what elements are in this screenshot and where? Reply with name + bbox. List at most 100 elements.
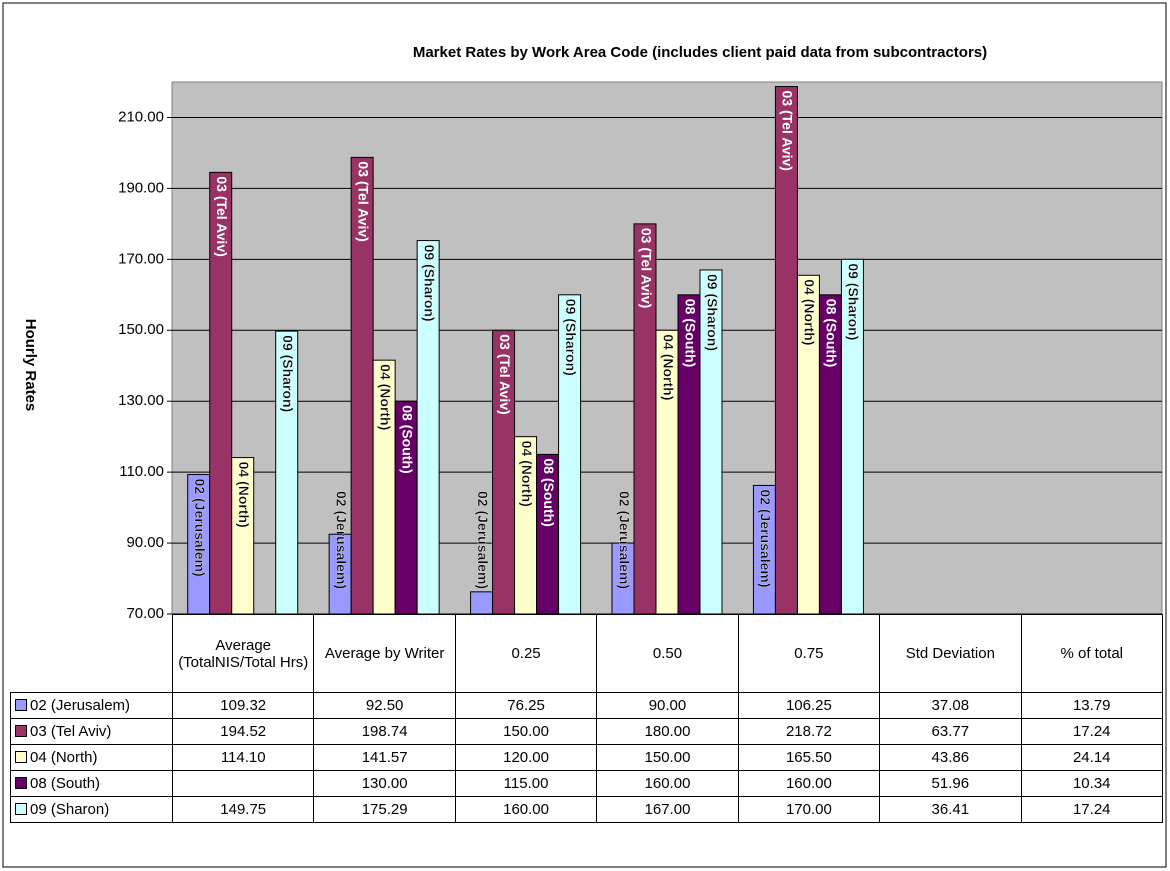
legend-key [15,725,27,737]
category-header: Average (TotalNIS/Total Hrs) [171,614,315,693]
value-cell: 218.72 [737,718,881,745]
value-cell: 76.25 [454,692,598,719]
value-cell: 106.25 [737,692,881,719]
bar [416,240,440,614]
bar-label: 04 (North) [519,441,535,507]
category-header: 0.75 [737,614,881,693]
bar [231,457,255,614]
bar [209,171,233,614]
bar-label: 08 (South) [541,458,557,526]
chart-title: Market Rates by Work Area Code (includes… [413,44,987,61]
bar-label: 02 (Jerusalem) [475,491,491,589]
value-cell: 51.96 [879,770,1022,797]
value-cell: 43.86 [879,744,1022,771]
value-cell: 150.00 [454,718,598,745]
header-row: Average (TotalNIS/Total Hrs) Average by W… [10,614,1163,693]
category-header: 0.50 [596,614,739,693]
bar-label: 03 (Tel Aviv) [214,176,230,256]
value-cell: 175.29 [313,796,456,823]
series-row: 09 (Sharon) 149.75 175.29 160.00 167.00 170.0… [10,796,1163,823]
value-cell: 150.00 [596,744,739,771]
y-tick-label: 210.00 [118,108,164,125]
y-tick-label: 150.00 [118,321,164,338]
value-cell: 130.00 [313,770,456,797]
bar-label: 02 (Jerusalem) [616,491,632,589]
bar-label: 08 (South) [824,299,840,367]
value-cell: 90.00 [596,692,739,719]
bar-label: 02 (Jerusalem) [333,491,349,589]
series-row: 04 (North) 114.10 141.57 120.00 150.00 165.50… [10,744,1163,771]
bar-label: 03 (Tel Aviv) [355,161,371,241]
value-cell: 114.10 [171,744,315,771]
series-name-cell: 02 (Jerusalem) [10,692,173,719]
category-header: 0.25 [454,614,598,693]
value-cell: 160.00 [596,770,739,797]
legend-label: 02 (Jerusalem) [30,697,131,714]
value-cell: 165.50 [737,744,881,771]
data-table: Average (TotalNIS/Total Hrs) Average by W… [10,614,1163,823]
series-name-cell: 04 (North) [10,744,173,771]
bars [187,86,1147,614]
series-name-cell: 08 (South) [10,770,173,797]
bar-label: 09 (Sharon) [563,299,579,376]
y-tick-label: 190.00 [118,179,164,196]
y-tick-label: 110.00 [119,463,164,480]
bar [699,269,723,614]
corner-cell [10,614,173,693]
bar-label: 04 (North) [377,364,393,430]
value-cell: 167.00 [596,796,739,823]
bar-label: 09 (Sharon) [846,263,862,340]
bar [558,294,582,614]
bar [470,591,494,614]
bar-label: 02 (Jerusalem) [192,479,208,577]
value-cell: 194.52 [171,718,315,745]
value-cell: 115.00 [454,770,598,797]
bar-label: 02 (Jerusalem) [758,489,774,587]
value-cell: 109.32 [171,692,315,719]
bar-label: 08 (South) [399,405,415,473]
legend-label: 09 (Sharon) [30,801,110,818]
bar-label: 03 (Tel Aviv) [638,228,654,308]
legend-key [15,803,27,815]
value-cell: 37.08 [879,692,1022,719]
value-cell: 13.79 [1020,692,1163,719]
value-cell [171,770,315,797]
bar [840,258,864,614]
bar-label: 04 (North) [660,334,676,400]
bar-label: 03 (Tel Aviv) [497,334,513,414]
value-cell: 24.14 [1020,744,1163,771]
series-name-cell: 03 (Tel Aviv) [10,718,173,745]
bar-label: 08 (South) [682,299,698,367]
value-cell: 17.24 [1020,796,1163,823]
bar-label: 03 (Tel Aviv) [780,91,796,171]
value-cell: 160.00 [454,796,598,823]
category-header: Average by Writer [313,614,456,693]
bar-labels: 02 (Jerusalem) 02 (Jerusalem) 02 (Jerusale… [192,91,862,590]
value-cell: 198.74 [313,718,456,745]
category-header: % of total [1020,614,1163,693]
legend-key [15,699,27,711]
legend-label: 08 (South) [30,775,101,792]
y-tick-label: 130.00 [118,392,164,409]
legend-label: 04 (North) [30,749,98,766]
bar-label: 09 (Sharon) [421,245,437,322]
value-cell: 170.00 [737,796,881,823]
value-cell: 141.57 [313,744,456,771]
series-row: 03 (Tel Aviv) 194.52 198.74 150.00 180.00 218… [10,718,1163,745]
legend-key [15,751,27,763]
series-row: 08 (South) 130.00 115.00 160.00 160.00 51.96 1… [10,770,1163,797]
series-name-cell: 09 (Sharon) [10,796,173,823]
value-cell: 160.00 [737,770,881,797]
value-cell: 63.77 [879,718,1022,745]
bar-label: 09 (Sharon) [280,335,296,412]
legend-key [15,777,27,789]
y-tick-label: 90.00 [126,534,164,551]
bar-label: 04 (North) [236,462,252,528]
category-header: Std Deviation [879,614,1022,693]
bar-label: 04 (North) [802,279,818,345]
y-axis-title: Hourly Rates [22,319,39,412]
value-cell: 180.00 [596,718,739,745]
y-tick-label: 170.00 [118,250,164,267]
